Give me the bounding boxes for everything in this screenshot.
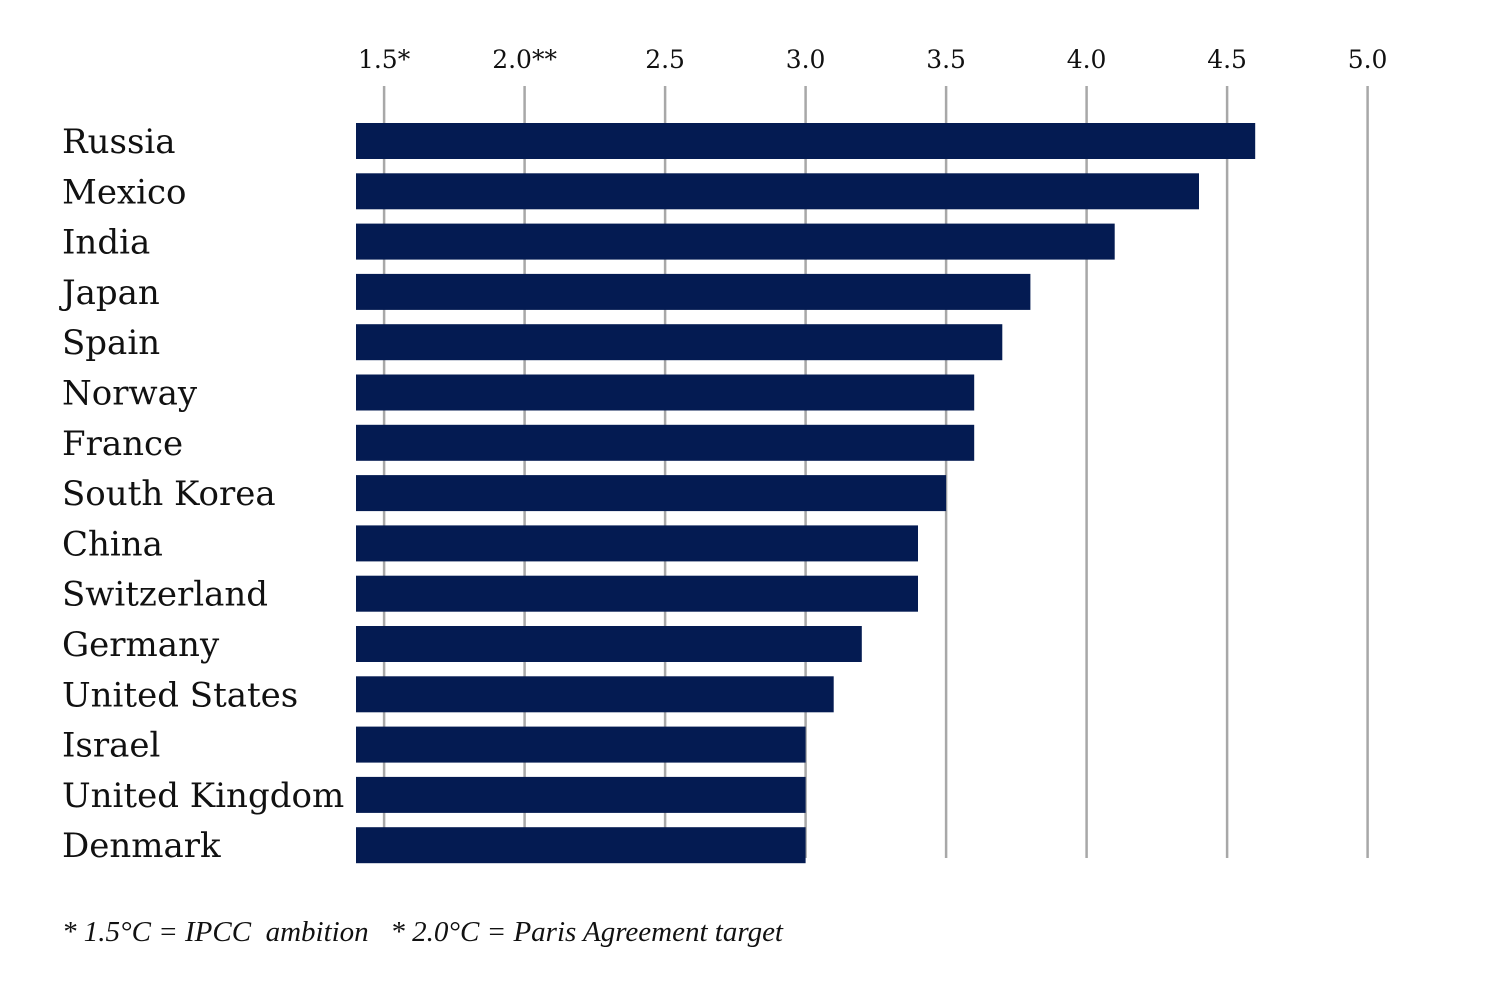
bar-russia bbox=[356, 123, 1256, 159]
x-tick-label: 3.0 bbox=[786, 45, 826, 74]
temperature-bar-chart: 1.5* 2.0** 2.5 3.0 3.5 4.0 4.5 5.0 Russia Mexico… bbox=[59, 45, 1388, 866]
bar-india bbox=[356, 223, 1115, 260]
x-tick-label: 4.0 bbox=[1067, 45, 1107, 74]
category-label: Norway bbox=[62, 374, 198, 414]
x-tick-label: 3.5 bbox=[926, 45, 966, 74]
category-label: Spain bbox=[62, 323, 160, 363]
category-label: United Kingdom bbox=[62, 776, 344, 816]
x-tick-label: 5.0 bbox=[1348, 45, 1388, 74]
category-label: Denmark bbox=[62, 826, 221, 866]
x-tick-label: 2.0** bbox=[492, 45, 557, 74]
x-tick-label: 1.5* bbox=[358, 45, 411, 74]
category-label: China bbox=[62, 524, 163, 564]
bar-mexico bbox=[356, 173, 1199, 210]
bar-denmark bbox=[356, 827, 806, 864]
bar-china bbox=[356, 525, 918, 562]
bar-israel bbox=[356, 726, 806, 763]
category-label: Mexico bbox=[62, 172, 187, 212]
bar-norway bbox=[356, 374, 975, 411]
bar-germany bbox=[356, 626, 862, 662]
category-label: Japan bbox=[59, 273, 160, 313]
x-axis-tick-labels: 1.5* 2.0** 2.5 3.0 3.5 4.0 4.5 5.0 bbox=[358, 45, 1388, 74]
gridlines bbox=[382, 86, 1369, 858]
footnote: * 1.5°C = IPCC ambition * 2.0°C = Paris … bbox=[62, 916, 783, 948]
category-label: India bbox=[62, 223, 150, 263]
bar-united-kingdom bbox=[356, 776, 806, 813]
bar-france bbox=[356, 424, 975, 461]
bar-united-states bbox=[356, 676, 834, 713]
category-label: United States bbox=[62, 675, 298, 715]
category-label: France bbox=[62, 424, 183, 464]
bar-japan bbox=[356, 273, 1031, 310]
category-label: Russia bbox=[62, 122, 176, 162]
category-label: Switzerland bbox=[62, 575, 268, 615]
bar-spain bbox=[356, 324, 1003, 361]
category-label: Germany bbox=[62, 625, 220, 665]
category-label: Israel bbox=[62, 726, 160, 766]
bar-switzerland bbox=[356, 575, 918, 612]
category-label: South Korea bbox=[62, 474, 276, 514]
bars bbox=[356, 123, 1256, 864]
x-tick-label: 2.5 bbox=[645, 45, 685, 74]
bar-south-korea bbox=[356, 475, 947, 512]
x-tick-label: 4.5 bbox=[1207, 45, 1247, 74]
category-labels: Russia Mexico India Japan Spain Norway France S… bbox=[59, 122, 344, 866]
